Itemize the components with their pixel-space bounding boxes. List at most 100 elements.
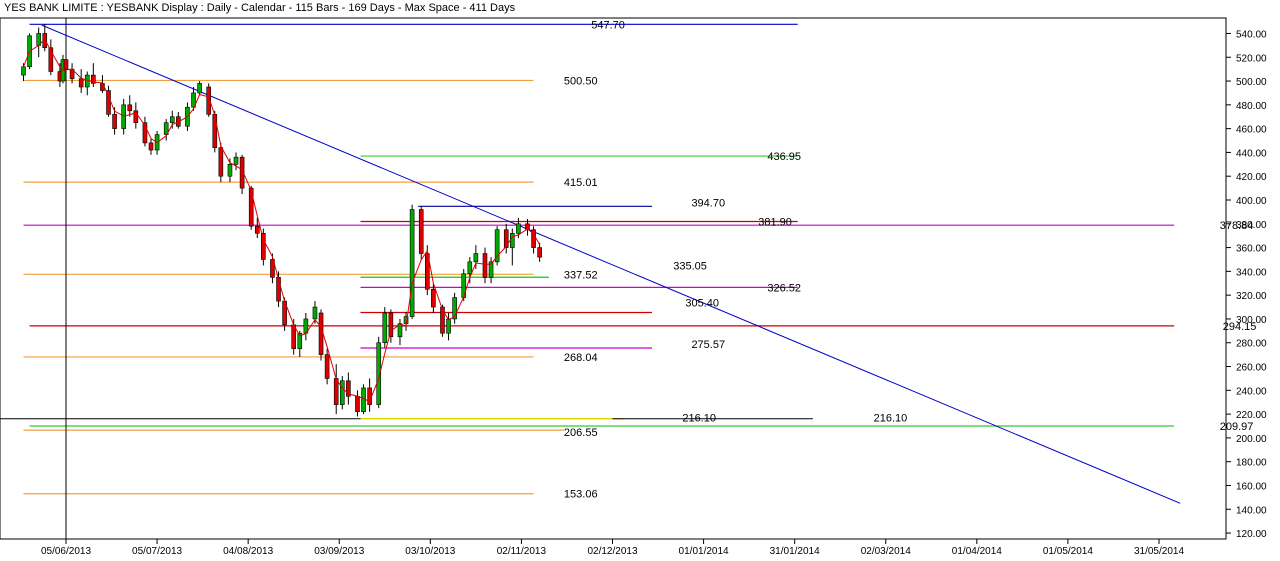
y-tick-label: 300.00 <box>1236 315 1267 326</box>
candle-body <box>112 114 117 129</box>
y-tick-label: 400.00 <box>1236 196 1267 207</box>
level-label-17: 206.55 <box>564 427 598 439</box>
chart-title: YES BANK LIMITE : YESBANK Display : Dail… <box>4 2 516 14</box>
level-label-9: 326.52 <box>767 282 801 294</box>
y-tick-label: 240.00 <box>1236 386 1267 397</box>
candle-body <box>248 187 254 227</box>
y-tick-label: 380.00 <box>1236 220 1267 231</box>
y-tick-label: 520.00 <box>1236 53 1267 64</box>
level-label-15: 216.10 <box>874 413 908 425</box>
candle-body <box>488 261 494 278</box>
level-label-0: 547.70 <box>591 19 625 31</box>
candle-body <box>446 318 451 334</box>
candle-body <box>418 209 424 254</box>
plot-frame <box>0 17 1227 540</box>
candle-body <box>148 142 154 151</box>
x-tick-label: 03/09/2013 <box>314 546 364 557</box>
candle-body <box>324 354 330 379</box>
x-tick-label: 02/12/2013 <box>587 546 637 557</box>
candle-body <box>169 116 175 123</box>
level-label-8: 335.05 <box>673 260 707 272</box>
candle-body <box>48 47 54 72</box>
y-tick-label: 140.00 <box>1236 505 1267 516</box>
x-axis: 05/06/2013 05/07/2013 04/08/2013 03/09/2013… <box>41 539 1184 557</box>
y-tick-label: 360.00 <box>1236 244 1267 255</box>
candle-body <box>206 86 211 115</box>
level-label-6: 378.84 <box>1220 220 1254 232</box>
level-label-13: 268.04 <box>564 352 598 364</box>
y-tick-label: 340.00 <box>1236 267 1267 278</box>
candle-body <box>333 378 339 405</box>
moving-average-line <box>23 38 541 403</box>
levels-layer <box>0 23 1175 495</box>
candle-body <box>482 253 488 278</box>
candle-body <box>537 247 542 258</box>
candle-body <box>397 323 403 338</box>
candle-body <box>494 229 500 263</box>
candle-body <box>367 387 372 405</box>
y-axis: 120.00 140.00 160.00 180.00 200.00 220.00 240.… <box>1226 29 1267 540</box>
x-tick-label: 04/08/2013 <box>223 546 273 557</box>
trend-line <box>41 24 1181 504</box>
candles-layer <box>21 23 542 417</box>
y-tick-label: 200.00 <box>1236 434 1267 445</box>
candle-body <box>227 164 233 177</box>
x-tick-label: 02/03/2014 <box>861 546 911 557</box>
candle-body <box>142 122 148 144</box>
y-tick-label: 540.00 <box>1236 29 1267 40</box>
x-tick-label: 05/06/2013 <box>41 546 91 557</box>
x-tick-label: 01/04/2014 <box>952 546 1002 557</box>
candle-body <box>91 74 96 84</box>
x-tick-label: 31/05/2014 <box>1134 546 1184 557</box>
y-tick-label: 420.00 <box>1236 172 1267 183</box>
x-tick-label: 01/05/2014 <box>1043 546 1093 557</box>
candle-body <box>473 253 479 263</box>
candle-body <box>355 395 360 413</box>
y-tick-label: 220.00 <box>1236 410 1267 421</box>
level-label-5: 381.90 <box>758 217 792 229</box>
level-label-3: 415.01 <box>564 177 598 189</box>
candle-body <box>254 225 260 234</box>
candle-body <box>312 306 318 320</box>
candle-body <box>297 332 303 349</box>
x-tick-label: 05/07/2013 <box>132 546 182 557</box>
candle-body <box>440 306 445 334</box>
candle-body <box>431 288 436 308</box>
candle-body <box>163 122 169 135</box>
level-label-11: 294.15 <box>1223 321 1257 333</box>
level-label-12: 275.57 <box>691 339 725 351</box>
candle-body <box>382 312 388 344</box>
candle-body <box>376 342 382 405</box>
level-label-4: 394.70 <box>691 197 725 209</box>
candle-body <box>233 156 239 165</box>
candle-body <box>191 92 196 108</box>
candle-body <box>197 83 202 94</box>
candle-body <box>212 114 218 148</box>
candle-body <box>452 297 457 320</box>
candle-body <box>133 110 139 123</box>
candle-body <box>261 232 266 260</box>
x-tick-label: 31/01/2014 <box>770 546 820 557</box>
candle-body <box>106 90 111 115</box>
candle-body <box>21 66 26 76</box>
y-tick-label: 280.00 <box>1236 339 1267 350</box>
level-label-1: 500.50 <box>564 75 598 87</box>
candle-body <box>276 277 281 302</box>
level-label-14: 216.10 <box>682 413 716 425</box>
x-tick-label: 02/11/2013 <box>497 546 547 557</box>
y-tick-label: 260.00 <box>1236 363 1267 374</box>
candle-body <box>218 147 224 177</box>
candle-body <box>516 223 521 234</box>
candle-body <box>346 380 351 397</box>
x-tick-label: 03/10/2013 <box>405 546 455 557</box>
y-tick-label: 160.00 <box>1236 481 1267 492</box>
candle-body <box>467 261 473 275</box>
candle-body <box>409 209 415 317</box>
candle-body <box>510 232 515 248</box>
x-tick-label: 01/01/2014 <box>679 546 729 557</box>
candle-body <box>121 104 126 129</box>
candle-body <box>503 229 509 248</box>
y-tick-label: 460.00 <box>1236 125 1267 136</box>
candle-body <box>127 104 133 112</box>
